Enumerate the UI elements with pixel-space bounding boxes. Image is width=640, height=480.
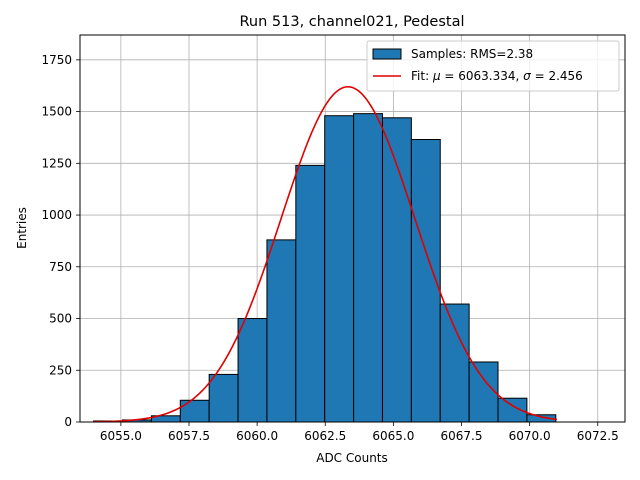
histogram-bar: [439, 303, 470, 423]
x-tick-label: 6060.0: [236, 429, 278, 443]
y-tick-label: 750: [49, 260, 72, 274]
legend-mu-value: = 6063.334,: [441, 69, 524, 83]
y-tick-label: 1250: [41, 156, 72, 170]
x-axis-ticks: 6055.0 6057.5 6060.0 6062.5 6065.0 6067.5 6070…: [100, 422, 619, 443]
x-tick-label: 6062.5: [304, 429, 346, 443]
legend-sigma-value: = 2.456: [531, 69, 583, 83]
histogram-bar: [179, 399, 210, 423]
y-axis-title: Entries: [15, 207, 29, 249]
plot-frame: [79, 34, 626, 423]
histogram-bar: [237, 318, 268, 423]
y-tick-label: 0: [64, 415, 72, 429]
histogram-bar: [295, 164, 326, 423]
y-axis-ticks: 0 250 500 750 1000 1250 1500 1750: [41, 53, 80, 429]
y-tick-label: 1500: [41, 105, 72, 119]
histogram-bars: [93, 113, 557, 423]
x-tick-label: 6065.0: [372, 429, 414, 443]
x-tick-label: 6072.5: [577, 429, 619, 443]
x-axis-title: ADC Counts: [316, 451, 388, 465]
legend-sigma-symbol: σ: [523, 69, 531, 83]
y-tick-label: 500: [49, 312, 72, 326]
histogram-bar: [266, 239, 297, 423]
legend: Samples: RMS=2.38 Fit: μ = 6063.334, σ =…: [366, 40, 620, 92]
legend-patch-samples: [372, 48, 402, 60]
legend-fit-prefix: Fit:: [411, 69, 433, 83]
x-tick-label: 6055.0: [100, 429, 142, 443]
chart-title: Run 513, channel021, Pedestal: [239, 14, 464, 30]
x-tick-label: 6067.5: [441, 429, 483, 443]
legend-label-samples: Samples: RMS=2.38: [411, 47, 533, 61]
legend-label-fit: Fit: μ = 6063.334, σ = 2.456: [411, 69, 583, 83]
histogram-bar: [353, 113, 383, 423]
x-tick-label: 6057.5: [168, 429, 210, 443]
y-tick-label: 1000: [41, 208, 72, 222]
histogram-bar: [208, 373, 239, 423]
histogram-bar: [324, 115, 355, 423]
x-tick-label: 6070.0: [509, 429, 551, 443]
legend-mu-symbol: μ: [432, 69, 441, 83]
legend-box: [366, 40, 620, 92]
y-tick-label: 250: [49, 363, 72, 377]
y-tick-label: 1750: [41, 53, 72, 67]
histogram-bar: [468, 361, 499, 423]
histogram-bar: [410, 139, 441, 423]
fit-curve: [93, 85, 557, 423]
